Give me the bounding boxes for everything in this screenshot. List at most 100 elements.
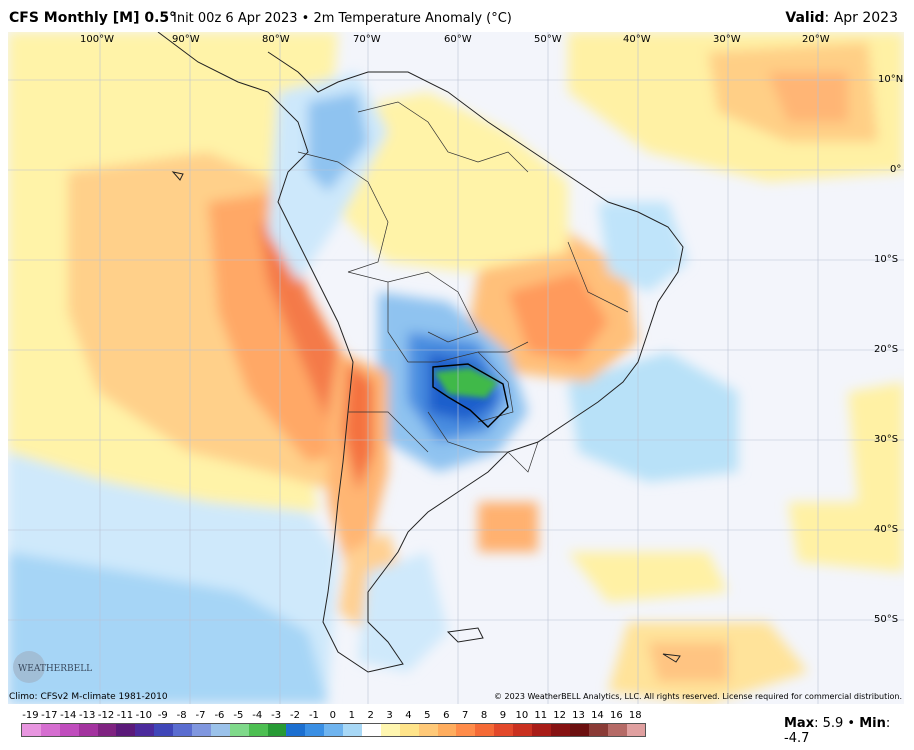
- color-scale-tick: 11: [534, 710, 548, 721]
- graticule: [8, 32, 904, 704]
- lat-label-30s: 30°S: [874, 434, 899, 445]
- color-scale-tick: -7: [195, 710, 206, 721]
- copyright-notice: © 2023 WeatherBELL Analytics, LLC. All r…: [494, 692, 902, 701]
- lon-label-30w: 30°W: [713, 34, 741, 45]
- color-scale-labels: -19 -17 -14 -13 -12 -11 -10 -9 -8 -7 -6 -5 -4 -3 -2 -1 0…: [21, 710, 651, 722]
- lon-label-20w: 20°W: [802, 34, 830, 45]
- color-scale-tick: 2: [367, 710, 374, 721]
- color-swatch: [399, 724, 419, 736]
- max-value: : 5.9: [814, 716, 844, 731]
- color-scale-tick: -6: [214, 710, 225, 721]
- color-swatch: [475, 724, 495, 736]
- weatherbell-logo: WEATHERBELL: [13, 651, 92, 683]
- valid-date: Valid: Apr 2023: [785, 10, 898, 26]
- color-scale-tick: 0: [329, 710, 337, 721]
- color-scale-tick: 14: [591, 710, 604, 721]
- color-swatch: [494, 724, 514, 736]
- color-scale-tick: 1: [348, 710, 355, 721]
- color-swatch: [418, 724, 438, 736]
- color-scale-tick: -19: [22, 710, 39, 721]
- valid-value: : Apr 2023: [824, 10, 898, 26]
- color-scale-tick: 12: [553, 710, 567, 721]
- color-scale-tick: 13: [572, 710, 585, 721]
- color-scale-tick: -8: [176, 710, 187, 721]
- color-swatch: [97, 724, 117, 736]
- color-swatch: [532, 724, 551, 736]
- color-swatch: [154, 724, 174, 736]
- color-scale-tick: -5: [233, 710, 244, 721]
- lon-label-60w: 60°W: [444, 34, 472, 45]
- color-scale-tick: -14: [60, 710, 77, 721]
- color-scale-tick: -2: [290, 710, 301, 721]
- header: CFS Monthly [M] 0.5° Init 00z 6 Apr 2023…: [0, 0, 914, 32]
- color-scale-tick: 10: [515, 710, 529, 721]
- color-scale-tick: 6: [443, 710, 450, 721]
- max-label: Max: [784, 716, 815, 731]
- anomaly-map[interactable]: 100°W 90°W 80°W 70°W 60°W 50°W 40°W 30°W…: [8, 32, 904, 704]
- color-scale-tick: 7: [461, 710, 469, 721]
- lat-label-10n: 10°N: [878, 74, 904, 85]
- lat-label-50s: 50°S: [874, 614, 899, 625]
- lat-label-0: 0°: [890, 164, 902, 175]
- anomaly-shading: [8, 32, 904, 704]
- map-title: CFS Monthly [M] 0.5°: [9, 10, 177, 26]
- color-swatch: [59, 724, 79, 736]
- color-scale-tick: 3: [386, 710, 393, 721]
- color-scale-tick: -12: [97, 710, 115, 721]
- paraguay-outline: [432, 363, 509, 428]
- lon-label-40w: 40°W: [623, 34, 651, 45]
- logo-text: WEATHERBELL: [18, 664, 92, 674]
- color-scale-tick: 4: [405, 710, 412, 721]
- valid-label: Valid: [785, 10, 825, 26]
- color-scale-tick: 8: [480, 710, 488, 721]
- color-scale-tick: -1: [308, 710, 319, 721]
- color-swatch: [229, 724, 249, 736]
- color-scale-tick: -13: [78, 710, 96, 721]
- lat-label-40s: 40°S: [874, 524, 899, 535]
- color-scale-tick: -10: [135, 710, 153, 721]
- color-swatch: [248, 724, 268, 736]
- color-scale-tick: -9: [157, 710, 168, 721]
- color-scale-tick: -4: [252, 710, 263, 721]
- color-swatch: [380, 724, 400, 736]
- lon-label-100w: 100°W: [80, 34, 114, 45]
- color-swatch: [324, 724, 344, 736]
- color-swatch: [210, 724, 230, 736]
- lon-label-50w: 50°W: [534, 34, 562, 45]
- color-scale-tick: -11: [116, 710, 134, 721]
- color-scale-tick: -17: [41, 710, 58, 721]
- color-swatch: [513, 724, 533, 736]
- color-swatch: [607, 724, 627, 736]
- negative-anomaly-core: [434, 368, 498, 398]
- map-subtitle: Init 00z 6 Apr 2023 • 2m Temperature Ano…: [173, 11, 512, 26]
- lat-label-20s: 20°S: [874, 344, 899, 355]
- min-value: : -4.7: [784, 716, 891, 746]
- lon-label-80w: 80°W: [262, 34, 290, 45]
- lon-label-70w: 70°W: [353, 34, 381, 45]
- color-scale-tick: 18: [628, 710, 642, 721]
- color-swatch: [550, 724, 570, 736]
- color-swatch: [569, 724, 589, 736]
- color-swatch: [40, 724, 60, 736]
- color-scale-tick: 5: [424, 710, 431, 721]
- color-swatch: [116, 724, 136, 736]
- color-swatch: [343, 724, 363, 736]
- climo-credit: Climo: CFSv2 M-climate 1981-2010: [9, 692, 168, 702]
- color-swatch: [305, 724, 325, 736]
- color-scale-swatches: [21, 723, 647, 737]
- color-swatch: [135, 724, 155, 736]
- color-swatch: [286, 724, 306, 736]
- min-label: Min: [859, 716, 886, 731]
- map-graphics: [8, 32, 904, 704]
- color-swatch: [456, 724, 476, 736]
- color-scale-tick: 9: [499, 710, 507, 721]
- color-scale-legend: -19 -17 -14 -13 -12 -11 -10 -9 -8 -7 -6 -5 -4 -3 -2 -1 0…: [21, 710, 651, 737]
- color-scale-tick: 16: [609, 710, 623, 721]
- color-swatch: [588, 724, 608, 736]
- color-swatch: [626, 724, 646, 736]
- color-swatch: [78, 724, 98, 736]
- color-swatch: [362, 724, 381, 736]
- max-min-separator: •: [843, 716, 860, 731]
- lon-label-90w: 90°W: [172, 34, 200, 45]
- color-scale-tick: -3: [271, 710, 282, 721]
